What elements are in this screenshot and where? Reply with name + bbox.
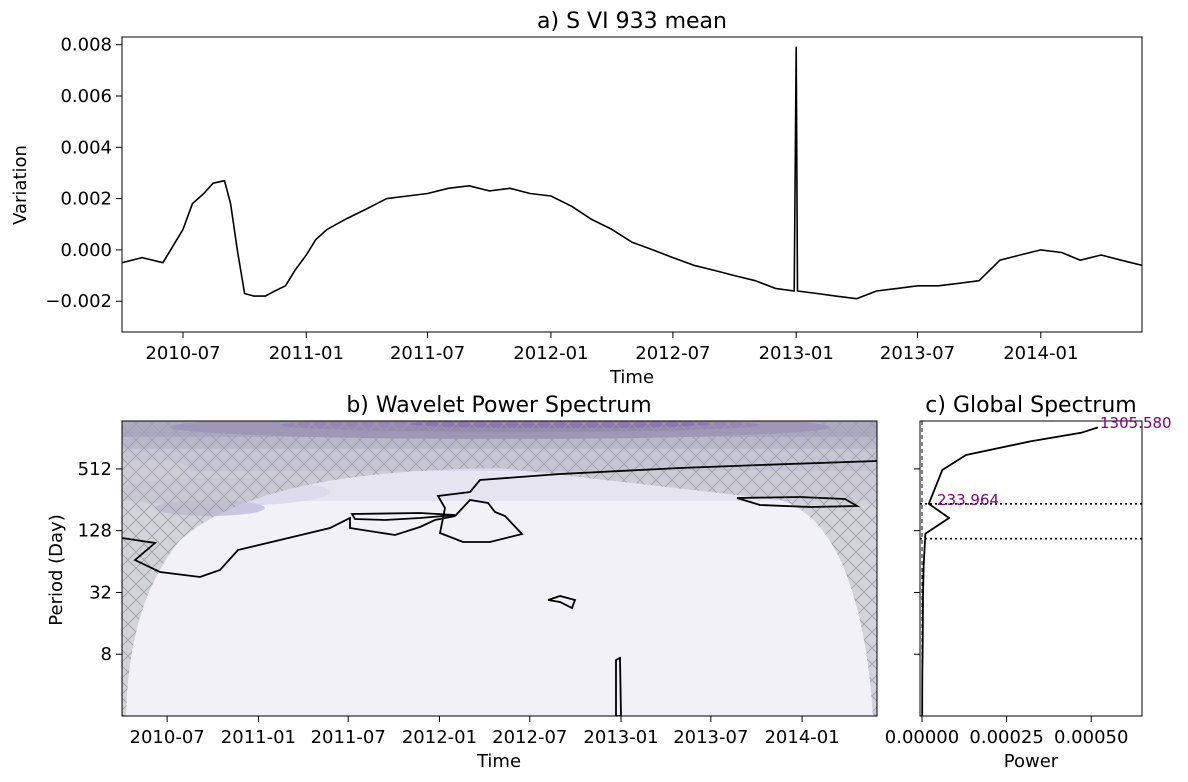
y-tick-label: 32 [89,582,112,603]
y-tick-label: 0.000 [60,240,112,261]
panel-b-x-label: Time [476,751,521,772]
panel-a-frame [121,36,1143,333]
x-tick-label: 2010-07 [145,343,220,364]
x-tick-label: 2012-01 [402,727,477,748]
panel-c-title: c) Global Spectrum [925,393,1136,418]
y-tick-label: 512 [78,459,112,480]
x-tick-label: 2013-07 [673,727,748,748]
panel-b-frame [121,420,878,717]
x-tick-label: 2014-01 [1003,343,1078,364]
y-tick-label: −0.002 [45,291,112,312]
x-tick-label: 2012-07 [492,727,567,748]
panel-a-series-line [122,46,1142,300]
significance-contour [736,496,861,508]
panel-b-title: b) Wavelet Power Spectrum [346,393,651,418]
significance-contour [350,512,456,521]
panel-b-y-label: Period (Day) [46,514,67,625]
panel-c-global-spectrum: c) Global Spectrum 1305.580 233.964 0.00… [885,393,1172,772]
significance-contour [547,595,577,610]
panel-c-x-label: Power [1004,751,1059,772]
x-tick-label: 0.00050 [1054,727,1128,748]
panel-c-series-line [921,426,1099,716]
x-tick-label: 2013-01 [583,727,658,748]
y-tick-label: 0.002 [60,189,112,210]
x-tick-label: 2012-01 [513,343,588,364]
significance-contour [122,460,877,578]
y-tick-label: 0.008 [60,35,112,56]
panel-a-time-series: a) S VI 933 mean 2010-07 2011-01 2011-07 20… [10,9,1143,388]
y-tick-label: 8 [101,644,112,665]
y-tick-label: 0.006 [60,86,112,107]
x-tick-label: 2013-01 [759,343,834,364]
panel-a-y-label: Variation [10,145,31,225]
wavelet-power-field [122,421,877,716]
y-tick-label: 128 [78,521,112,542]
panel-a-title: a) S VI 933 mean [537,9,727,34]
x-tick-label: 2012-07 [635,343,710,364]
x-tick-label: 2010-07 [130,727,205,748]
significance-contour [615,656,622,716]
x-tick-label: 2014-01 [764,727,839,748]
x-tick-label: 0.00025 [969,727,1043,748]
panel-b-wavelet: b) Wavelet Power Spectrum 2010-07 2 [46,393,878,772]
x-tick-label: 2011-01 [269,343,344,364]
x-tick-label: 2011-07 [311,727,386,748]
panel-a-x-label: Time [609,367,654,388]
panel-c-frame [919,420,1143,717]
x-tick-label: 2013-07 [880,343,955,364]
peak-annotation: 1305.580 [1100,414,1172,432]
x-tick-label: 0.00000 [885,727,959,748]
y-tick-label: 0.004 [60,137,112,158]
x-tick-label: 2011-01 [221,727,296,748]
x-tick-label: 2011-07 [390,343,465,364]
peak-annotation: 233.964 [937,491,999,509]
